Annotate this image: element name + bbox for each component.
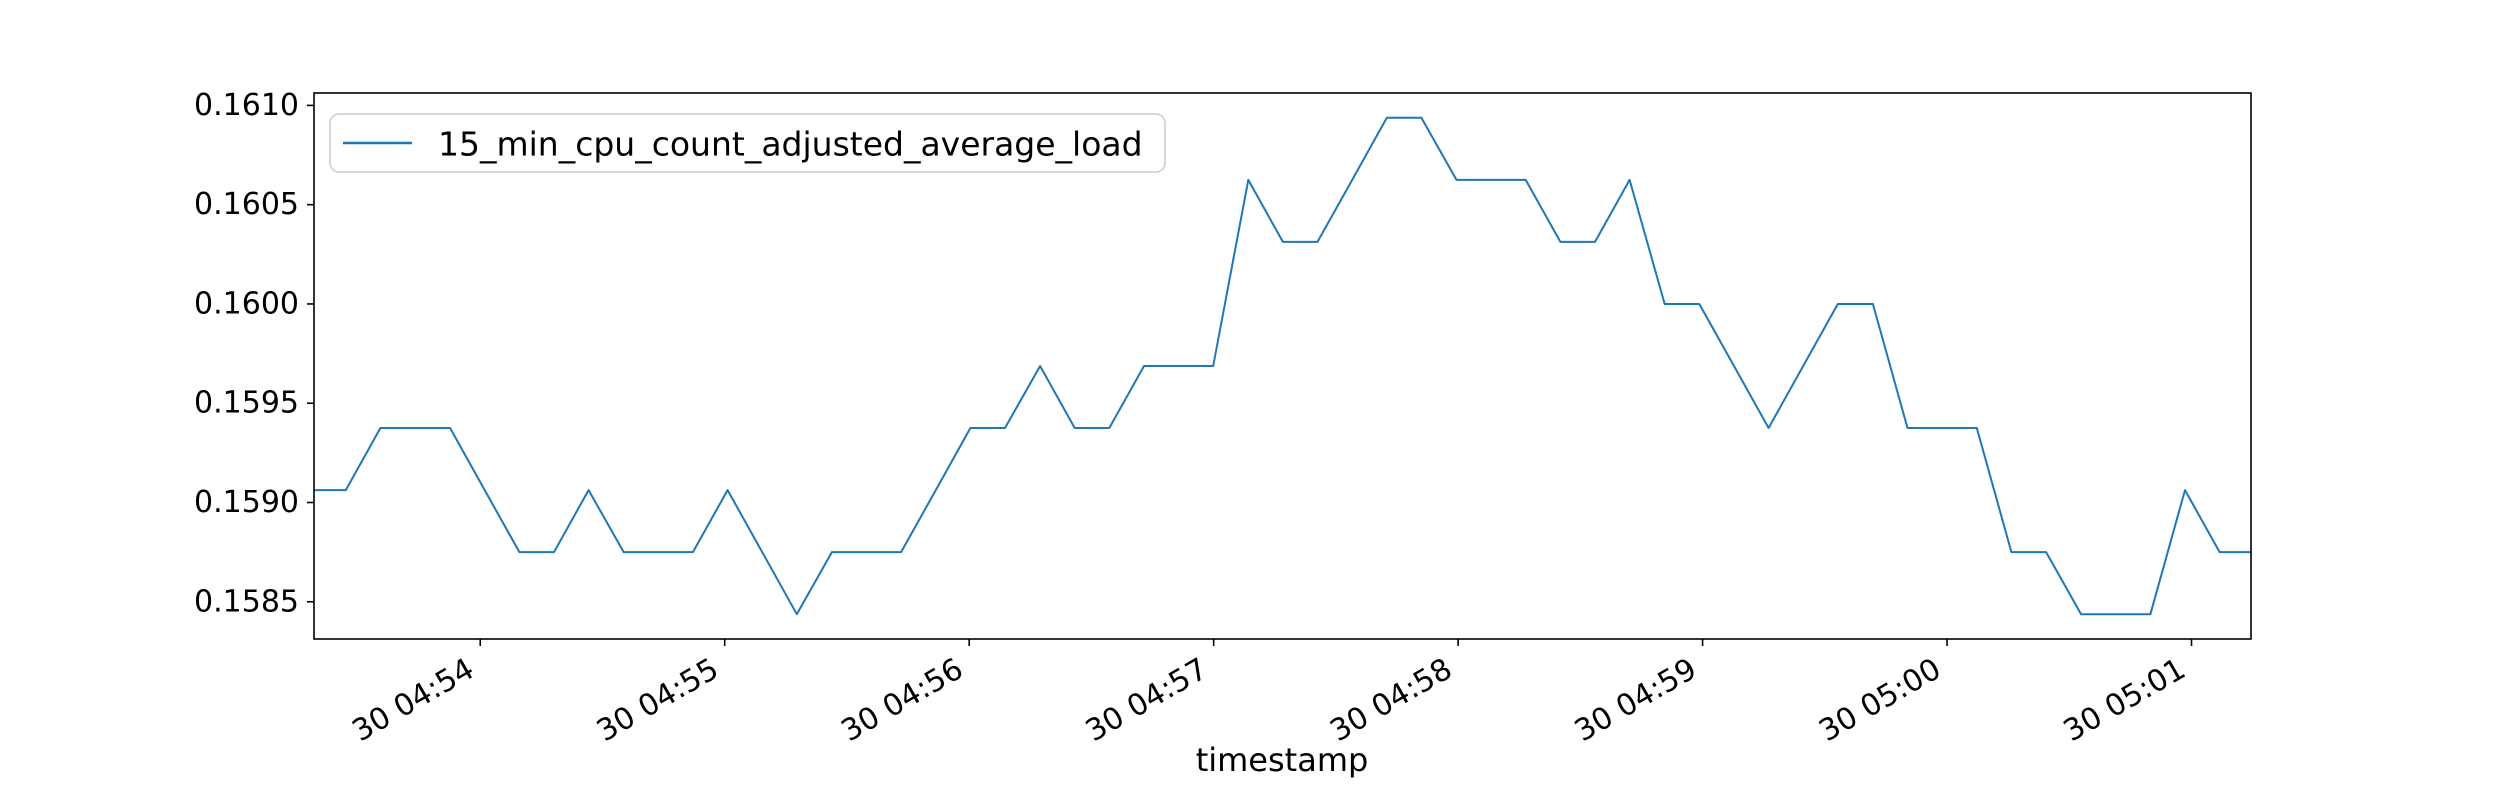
y-tick-label: 0.1605 — [194, 187, 299, 222]
y-tick-label: 0.1585 — [194, 584, 299, 619]
plot-border — [313, 92, 2252, 640]
x-axis-title: timestamp — [1196, 741, 1369, 779]
y-tick-label: 0.1595 — [194, 386, 299, 421]
series-line-15-min-cpu-load — [314, 116, 2251, 616]
y-axis-ticks: 0.1610 0.1605 0.1600 0.1595 0.1590 0.1585 — [194, 88, 314, 619]
y-tick-label: 0.1590 — [194, 485, 299, 520]
y-tick-label: 0.1610 — [194, 88, 299, 123]
legend-box — [329, 113, 1166, 173]
legend: 15_min_cpu_count_adjusted_average_load — [329, 113, 1166, 173]
y-tick-label: 0.1600 — [194, 286, 299, 321]
legend-label: 15_min_cpu_count_adjusted_average_load — [438, 125, 1143, 164]
